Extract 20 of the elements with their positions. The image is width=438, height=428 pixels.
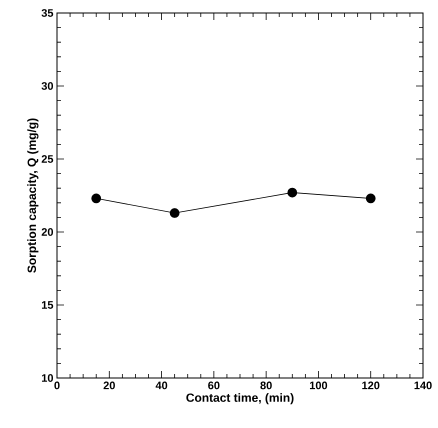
x-tick-label: 60 [208, 382, 220, 390]
y-tick-label: 20 [42, 228, 54, 236]
x-tick-label: 120 [362, 382, 380, 390]
point [287, 188, 298, 198]
y-axis-title: Sorption capacity, Q (mg/g) [27, 118, 38, 273]
point [366, 194, 376, 204]
y-tick-label: 10 [42, 374, 54, 382]
x-tick-label: 80 [260, 382, 272, 390]
y-tick-label: 30 [42, 82, 54, 90]
x-tick-label: 140 [414, 382, 432, 390]
point [170, 208, 180, 218]
y-tick-label: 35 [42, 9, 54, 17]
y-tick-label: 25 [42, 155, 54, 163]
x-axis-title: Contact time, (min) [186, 393, 294, 404]
x-tick-label: 100 [310, 382, 328, 390]
y-tick-label: 15 [42, 301, 54, 309]
x-tick-label: 20 [104, 382, 115, 390]
x-tick-label: 0 [54, 382, 60, 390]
point [91, 194, 102, 204]
x-tick-label: 40 [156, 382, 168, 390]
